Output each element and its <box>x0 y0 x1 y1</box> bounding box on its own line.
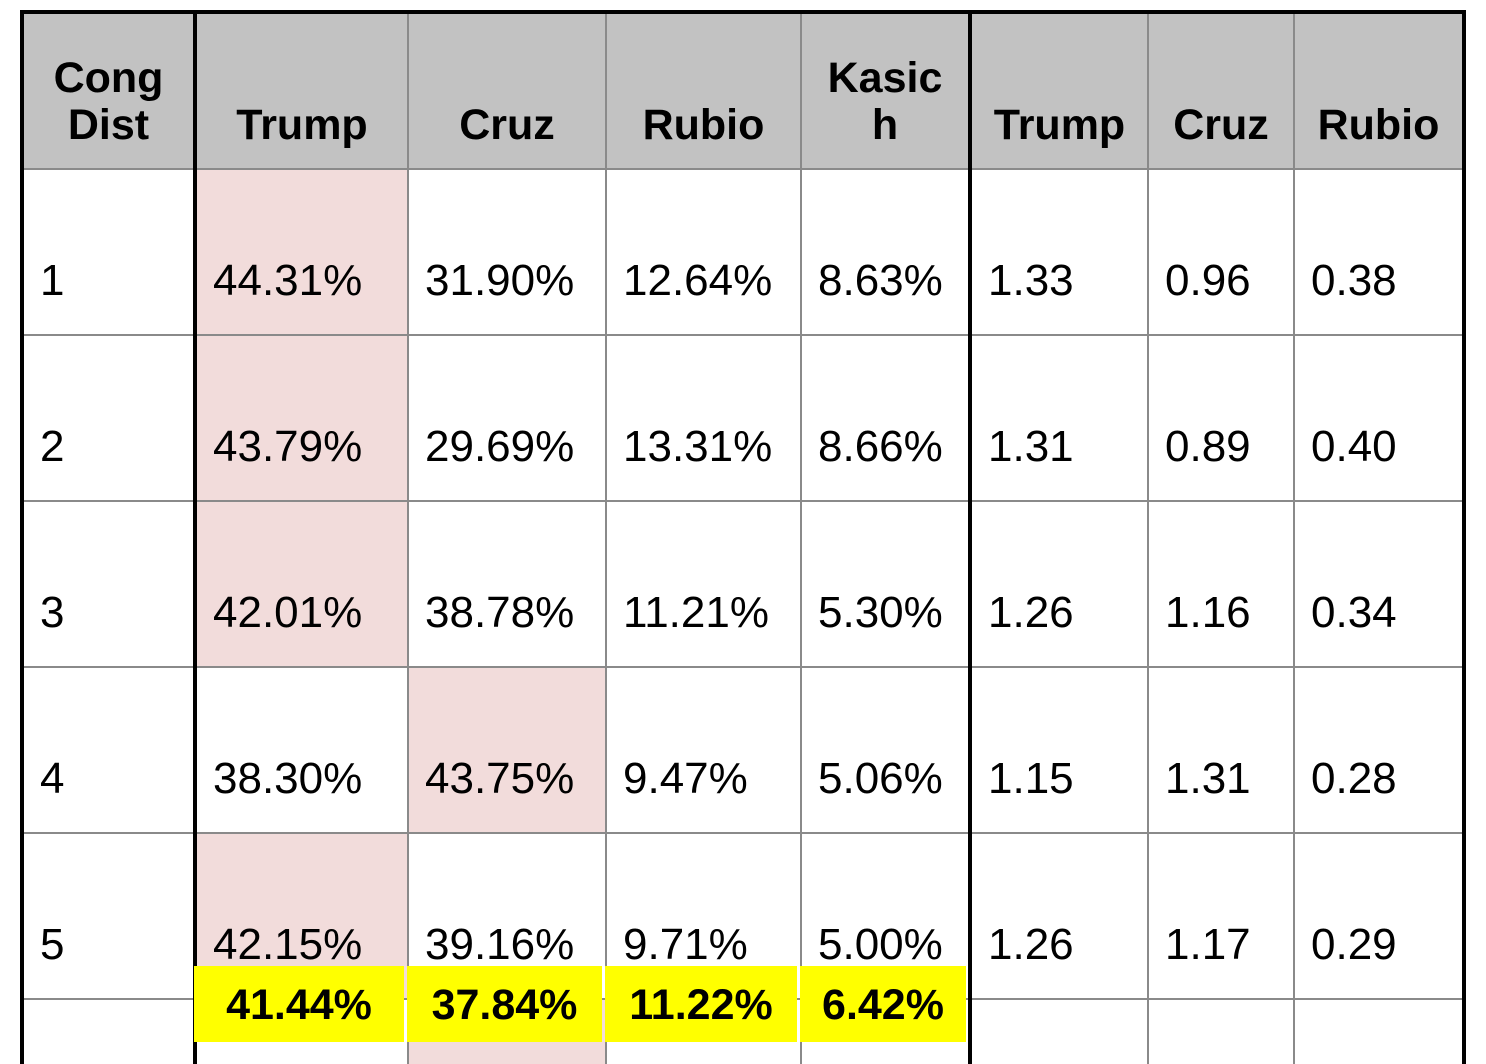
district-cell: 1 <box>20 168 196 336</box>
col-header-label: Cong Dist <box>53 54 164 149</box>
kasich-pct-cell: 8.63% <box>800 168 971 336</box>
col-header-rubio-pct: Rubio <box>605 10 802 170</box>
col-header-label: Rubio <box>642 100 765 149</box>
rubio-ratio-cell: 0.38 <box>1293 168 1466 336</box>
district-cell: 6 <box>20 998 196 1064</box>
district-cell: 4 <box>20 666 196 834</box>
district-cell: 3 <box>20 500 196 668</box>
cruz-pct-cell: 43.75% <box>407 666 607 834</box>
total-trump-pct: 41.44% <box>194 966 404 1042</box>
cruz-pct-cell: 29.69% <box>407 334 607 502</box>
col-header-label: Cruz <box>1173 100 1269 149</box>
trump-ratio-cell: 1.33 <box>968 168 1149 336</box>
district-cell: 5 <box>20 832 196 1000</box>
table-row: 4 38.30% 43.75% 9.47% 5.06% 1.15 1.31 0.… <box>20 666 1466 834</box>
cruz-ratio-cell: 1.21 <box>1147 998 1295 1064</box>
trump-ratio-cell: 1.26 <box>968 832 1149 1000</box>
cruz-ratio-cell: 0.89 <box>1147 334 1295 502</box>
primary-results-table: Cong Dist Trump Cruz Rubio Kasich Trump … <box>20 10 1466 1064</box>
col-header-trump-pct: Trump <box>193 10 409 170</box>
col-header-label: Cruz <box>459 100 555 149</box>
table-row: 1 44.31% 31.90% 12.64% 8.63% 1.33 0.96 0… <box>20 168 1466 336</box>
table-row: 3 42.01% 38.78% 11.21% 5.30% 1.26 1.16 0… <box>20 500 1466 668</box>
cruz-ratio-cell: 0.96 <box>1147 168 1295 336</box>
cruz-pct-cell: 31.90% <box>407 168 607 336</box>
col-header-kasich-pct: Kasich <box>800 10 971 170</box>
rubio-ratio-cell: 0.28 <box>1293 666 1466 834</box>
col-header-cruz-ratio: Cruz <box>1147 10 1295 170</box>
cruz-ratio-cell: 1.31 <box>1147 666 1295 834</box>
totals-row: 41.44% 37.84% 11.22% 6.42% <box>194 966 966 1042</box>
trump-pct-cell: 43.79% <box>193 334 409 502</box>
trump-pct-cell: 44.31% <box>193 168 409 336</box>
col-header-label: Rubio <box>1317 100 1440 149</box>
col-header-label: Kasich <box>827 54 943 149</box>
kasich-pct-cell: 5.30% <box>800 500 971 668</box>
rubio-ratio-cell: 0.40 <box>1293 334 1466 502</box>
rubio-ratio-cell: 0.35 <box>1293 998 1466 1064</box>
table-header: Cong Dist Trump Cruz Rubio Kasich Trump … <box>20 10 1466 170</box>
rubio-pct-cell: 11.21% <box>605 500 802 668</box>
trump-pct-cell: 38.30% <box>193 666 409 834</box>
total-cruz-pct: 37.84% <box>407 966 602 1042</box>
total-rubio-pct: 11.22% <box>605 966 797 1042</box>
col-header-cong-dist: Cong Dist <box>20 10 196 170</box>
cruz-pct-cell: 38.78% <box>407 500 607 668</box>
cruz-ratio-cell: 1.16 <box>1147 500 1295 668</box>
rubio-ratio-cell: 0.34 <box>1293 500 1466 668</box>
table-body: 1 44.31% 31.90% 12.64% 8.63% 1.33 0.96 0… <box>20 168 1466 1064</box>
col-header-trump-ratio: Trump <box>968 10 1149 170</box>
trump-ratio-cell: 1.26 <box>968 500 1149 668</box>
total-kasich-pct: 6.42% <box>800 966 966 1042</box>
header-row: Cong Dist Trump Cruz Rubio Kasich Trump … <box>20 10 1466 170</box>
district-cell: 2 <box>20 334 196 502</box>
cruz-ratio-cell: 1.17 <box>1147 832 1295 1000</box>
col-header-label: Trump <box>236 100 368 149</box>
rubio-pct-cell: 13.31% <box>605 334 802 502</box>
trump-ratio-cell: 1.31 <box>968 334 1149 502</box>
kasich-pct-cell: 5.06% <box>800 666 971 834</box>
trump-pct-cell: 42.01% <box>193 500 409 668</box>
trump-ratio-cell: 1.15 <box>968 666 1149 834</box>
col-header-rubio-ratio: Rubio <box>1293 10 1466 170</box>
trump-ratio-cell: 1.17 <box>968 998 1149 1064</box>
rubio-pct-cell: 12.64% <box>605 168 802 336</box>
col-header-label: Trump <box>993 100 1126 149</box>
col-header-cruz-pct: Cruz <box>407 10 607 170</box>
rubio-pct-cell: 9.47% <box>605 666 802 834</box>
rubio-ratio-cell: 0.29 <box>1293 832 1466 1000</box>
kasich-pct-cell: 8.66% <box>800 334 971 502</box>
table-row: 2 43.79% 29.69% 13.31% 8.66% 1.31 0.89 0… <box>20 334 1466 502</box>
